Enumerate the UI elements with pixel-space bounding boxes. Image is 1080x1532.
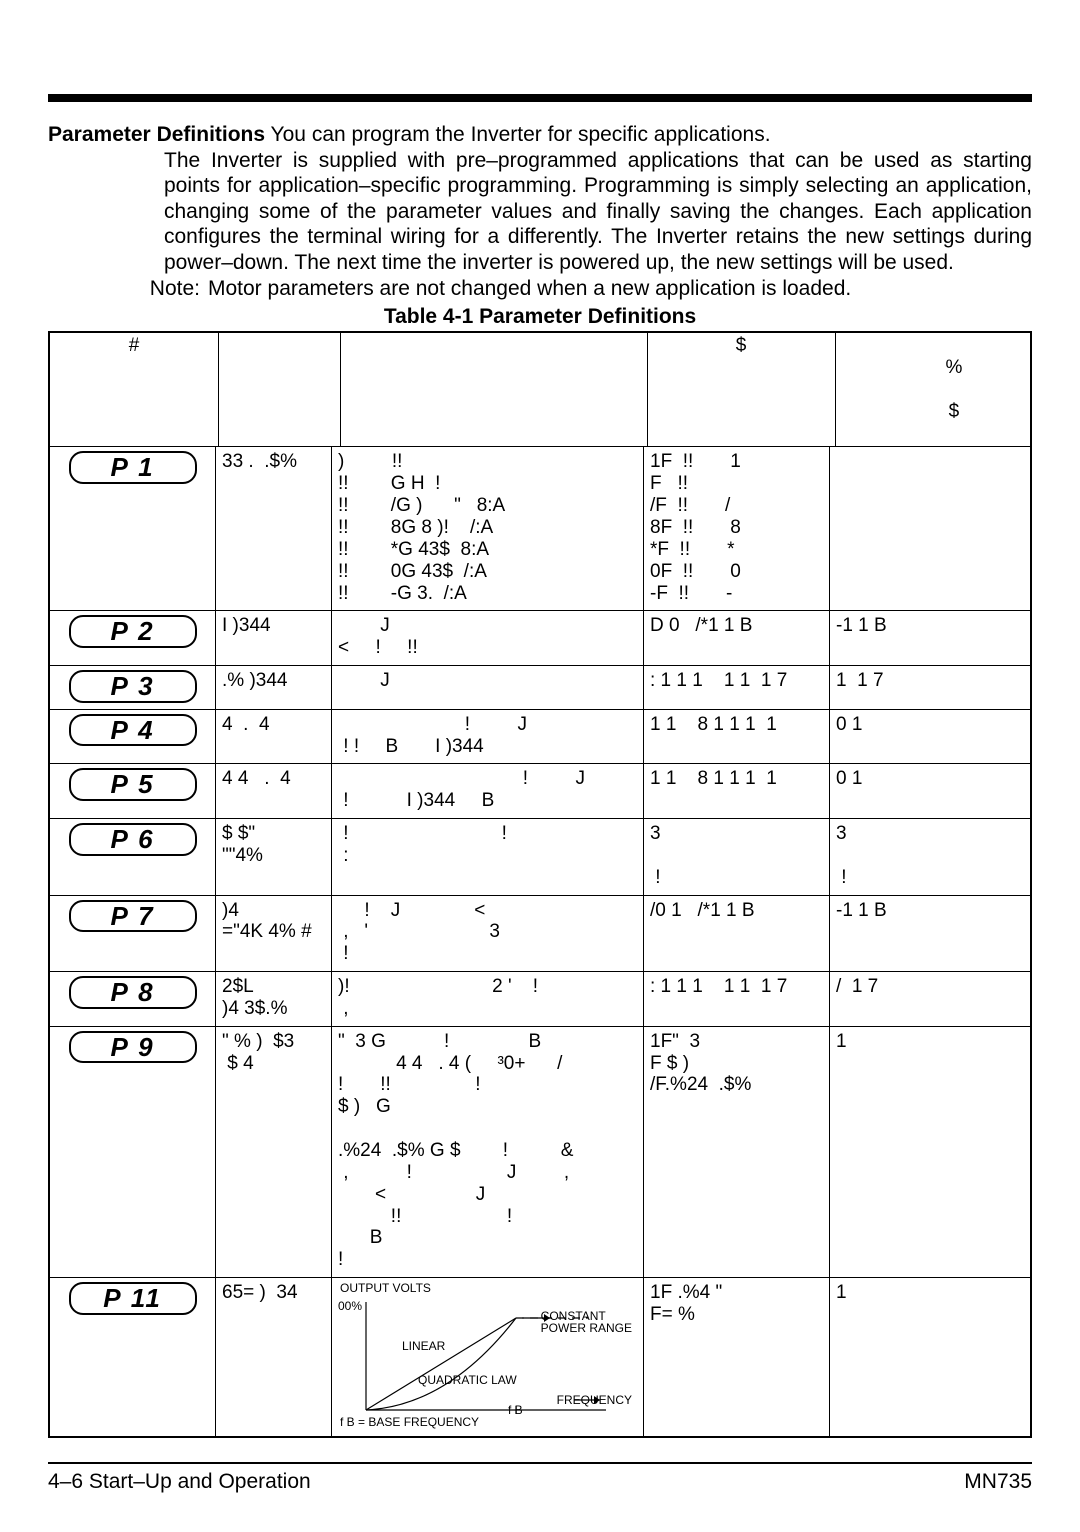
parameter-number: P 7 bbox=[69, 900, 197, 933]
table-row: P 11 65= ) 34 OUTPUT VOLTS 00% CONSTANTPOWER… bbox=[50, 1278, 1030, 1436]
vf-svg bbox=[338, 1282, 634, 1430]
table-row: P 7 )4 ="4K 4% # ! J < , ' 3 !/0 1 /*1 1 … bbox=[50, 896, 1030, 973]
note-text: Motor parameters are not changed when a … bbox=[208, 276, 851, 302]
table-row: P 6 $ $" ""4% ! ! : 3 !3 ! bbox=[50, 819, 1030, 896]
table-header: # $ % $ bbox=[50, 333, 1030, 447]
parameter-factory: 1 1 7 bbox=[830, 666, 1024, 709]
parameter-factory: / 1 7 bbox=[830, 972, 1024, 1026]
parameter-range: : 1 1 1 1 1 1 7 bbox=[644, 666, 830, 709]
parameter-range: 1F" 3 F $ ) /F.%24 .$% bbox=[644, 1027, 830, 1277]
parameter-desc: J bbox=[332, 666, 644, 709]
table-title: Table 4-1 Parameter Definitions bbox=[48, 305, 1032, 329]
parameter-desc: ! J < , ' 3 ! bbox=[332, 896, 644, 972]
parameter-factory: 3 ! bbox=[830, 819, 1024, 895]
parameter-name: 4 . 4 bbox=[216, 710, 332, 764]
parameter-desc: OUTPUT VOLTS 00% CONSTANTPOWER RANGE LINEAR… bbox=[332, 1278, 644, 1436]
parameter-factory: 1 bbox=[830, 1278, 1024, 1436]
parameter-factory: -1 1 B bbox=[830, 611, 1024, 665]
note-label: Note: bbox=[48, 276, 208, 302]
parameter-name: 4 4 . 4 bbox=[216, 764, 332, 818]
parameter-range: 3 ! bbox=[644, 819, 830, 895]
vf-label-base: f B = BASE FREQUENCY bbox=[340, 1416, 479, 1430]
parameter-number: P 11 bbox=[69, 1282, 197, 1315]
page: Parameter Definitions You can program th… bbox=[0, 0, 1080, 1532]
table-row: P 4 4 . 4 ! J ! ! B I )3441 1 8 1 1 1 10 … bbox=[50, 710, 1030, 765]
parameter-range: 1 1 8 1 1 1 1 bbox=[644, 764, 830, 818]
parameter-name: $ $" ""4% bbox=[216, 819, 332, 895]
parameter-table: # $ % $ P 1 33 . .$%) !! !! G H ! !! /G )… bbox=[48, 331, 1032, 1438]
parameter-number: P 1 bbox=[69, 451, 197, 484]
parameter-number: P 3 bbox=[69, 670, 197, 703]
parameter-desc: J < ! !! bbox=[332, 611, 644, 665]
parameter-name: 65= ) 34 bbox=[216, 1278, 332, 1436]
vf-label-ylab: OUTPUT VOLTS bbox=[340, 1282, 431, 1296]
vf-label-quad: QUADRATIC LAW bbox=[418, 1374, 517, 1388]
vf-diagram: OUTPUT VOLTS 00% CONSTANTPOWER RANGE LINEAR… bbox=[338, 1282, 634, 1430]
vf-label-zero: 00% bbox=[338, 1300, 362, 1314]
table-row: P 2 I )344 J < ! !!D 0 /*1 1 B-1 1 B bbox=[50, 611, 1030, 666]
parameter-number: P 4 bbox=[69, 714, 197, 747]
parameter-desc: ) !! !! G H ! !! /G ) " 8:A !! 8G 8 )! /… bbox=[332, 447, 644, 610]
parameter-factory: -1 1 B bbox=[830, 896, 1024, 972]
table-row: P 8 2$L )4 3$.%)! 2 ' ! ,: 1 1 1 1 1 1 7/… bbox=[50, 972, 1030, 1027]
parameter-name: .% )344 bbox=[216, 666, 332, 709]
hdr-name bbox=[219, 333, 341, 446]
parameter-range: 1F !! 1 F !! /F !! / 8F !! 8 *F !! * 0F … bbox=[644, 447, 830, 610]
parameter-desc: ! J ! ! B I )344 bbox=[332, 710, 644, 764]
parameter-factory: 0 1 bbox=[830, 764, 1024, 818]
vf-label-lin: LINEAR bbox=[402, 1340, 445, 1354]
top-rule bbox=[48, 94, 1032, 102]
parameter-factory: 1 bbox=[830, 1027, 1024, 1277]
parameter-number: P 9 bbox=[69, 1031, 197, 1064]
parameter-number: P 5 bbox=[69, 768, 197, 801]
intro-paragraph: Parameter Definitions You can program th… bbox=[48, 122, 1032, 276]
parameter-desc: " 3 G ! B 4 4 . 4 ( ³0+ / ! !! ! $ ) G .… bbox=[332, 1027, 644, 1277]
hdr-factory: % $ bbox=[836, 333, 1030, 446]
table-row: P 1 33 . .$%) !! !! G H ! !! /G ) " 8:A !… bbox=[50, 447, 1030, 611]
parameter-name: " % ) $3 $ 4 bbox=[216, 1027, 332, 1277]
hdr-pn: # bbox=[50, 333, 219, 446]
parameter-name: 2$L )4 3$.% bbox=[216, 972, 332, 1026]
parameter-number: P 8 bbox=[69, 976, 197, 1009]
table-row: P 3 .% )344 J: 1 1 1 1 1 1 71 1 7 bbox=[50, 666, 1030, 710]
table-row: P 9 " % ) $3 $ 4" 3 G ! B 4 4 . 4 ( ³0+ /… bbox=[50, 1027, 1030, 1278]
parameter-number: P 6 bbox=[69, 823, 197, 856]
parameter-range: 1F .%4 " F= % bbox=[644, 1278, 830, 1436]
parameter-range: D 0 /*1 1 B bbox=[644, 611, 830, 665]
parameter-desc: ! J ! I )344 B bbox=[332, 764, 644, 818]
parameter-number: P 2 bbox=[69, 615, 197, 648]
table-row: P 5 4 4 . 4 ! J ! I )344 B1 1 8 1 1 1 10 … bbox=[50, 764, 1030, 819]
parameter-desc: )! 2 ' ! , bbox=[332, 972, 644, 1026]
note: Note: Motor parameters are not changed w… bbox=[48, 276, 1032, 302]
hdr-desc bbox=[341, 333, 647, 446]
footer: 4–6 Start–Up and Operation MN735 bbox=[48, 1462, 1032, 1494]
parameter-range: : 1 1 1 1 1 1 7 bbox=[644, 972, 830, 1026]
parameter-desc: ! ! : bbox=[332, 819, 644, 895]
vf-label-cpr: CONSTANTPOWER RANGE bbox=[541, 1310, 632, 1334]
parameter-name: 33 . .$% bbox=[216, 447, 332, 610]
footer-left: 4–6 Start–Up and Operation bbox=[48, 1470, 311, 1494]
parameter-factory: 0 1 bbox=[830, 710, 1024, 764]
parameter-factory bbox=[830, 447, 1024, 610]
vf-label-freq: FREQUENCY bbox=[557, 1394, 632, 1408]
vf-label-fb: f B bbox=[508, 1404, 523, 1418]
parameter-range: /0 1 /*1 1 B bbox=[644, 896, 830, 972]
footer-right: MN735 bbox=[964, 1470, 1032, 1494]
intro-lead: Parameter Definitions bbox=[48, 123, 265, 146]
parameter-name: I )344 bbox=[216, 611, 332, 665]
parameter-range: 1 1 8 1 1 1 1 bbox=[644, 710, 830, 764]
parameter-name: )4 ="4K 4% # bbox=[216, 896, 332, 972]
hdr-range: $ bbox=[648, 333, 836, 446]
